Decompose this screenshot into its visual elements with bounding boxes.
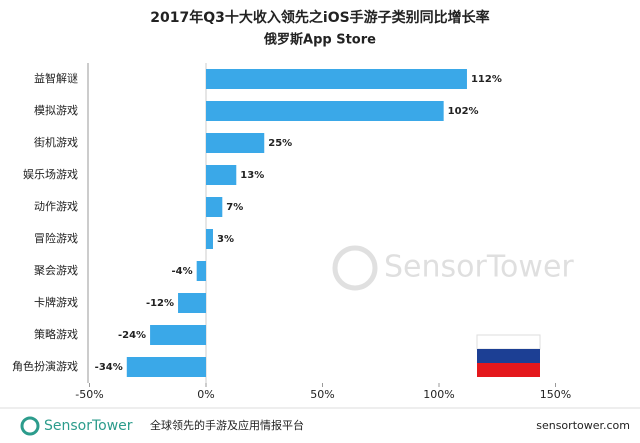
y-tick-label: 模拟游戏 — [34, 103, 78, 117]
flag-blue — [477, 349, 540, 363]
bar — [206, 133, 265, 153]
y-tick-label: 街机游戏 — [34, 135, 78, 149]
footer-brand: SensorTower — [44, 418, 133, 434]
bar — [150, 325, 206, 345]
value-label: 3% — [217, 234, 234, 245]
footer-logo — [20, 416, 40, 436]
y-tick-label: 卡牌游戏 — [34, 295, 78, 309]
value-label: 25% — [268, 138, 292, 149]
flag — [476, 334, 541, 377]
flag-white — [476, 334, 541, 350]
y-tick-label: 动作游戏 — [34, 200, 78, 213]
y-tick-label: 角色扮演游戏 — [12, 359, 78, 373]
bar — [206, 229, 213, 249]
value-label: 102% — [448, 106, 479, 117]
value-label: 7% — [226, 202, 243, 213]
watermark-text: SensorTower — [384, 250, 574, 285]
x-tick-label: 150% — [540, 388, 571, 401]
value-label: 13% — [240, 170, 264, 181]
x-tick-label: 100% — [423, 388, 454, 401]
flag-red — [477, 363, 540, 377]
chart-subtitle: 俄罗斯App Store — [263, 32, 376, 48]
bar — [206, 69, 467, 89]
x-tick-label: 0% — [197, 388, 214, 401]
x-tick-label: 50% — [310, 388, 334, 401]
bar — [206, 197, 223, 217]
footer-slogan: 全球领先的手游及应用情报平台 — [150, 418, 304, 432]
bar — [178, 293, 206, 313]
bar — [196, 261, 206, 281]
bar — [206, 165, 237, 185]
chart-title: 2017年Q3十大收入领先之iOS手游子类别同比增长率 — [150, 9, 489, 26]
y-tick-label: 策略游戏 — [34, 327, 78, 341]
value-label: -4% — [172, 266, 193, 277]
y-tick-label: 益智解谜 — [34, 71, 78, 85]
bar — [206, 101, 444, 121]
bar — [126, 357, 206, 377]
value-label: -34% — [95, 362, 123, 373]
y-tick-label: 冒险游戏 — [34, 231, 78, 245]
value-label: -12% — [146, 298, 174, 309]
x-tick-label: -50% — [75, 388, 103, 401]
footer-url: sensortower.com — [536, 419, 630, 432]
y-tick-label: 娱乐场游戏 — [23, 167, 78, 181]
watermark-logo — [332, 245, 378, 291]
value-label: 112% — [471, 74, 502, 85]
y-tick-label: 聚会游戏 — [34, 264, 78, 277]
value-label: -24% — [118, 330, 146, 341]
watermark: SensorTower — [332, 245, 574, 291]
